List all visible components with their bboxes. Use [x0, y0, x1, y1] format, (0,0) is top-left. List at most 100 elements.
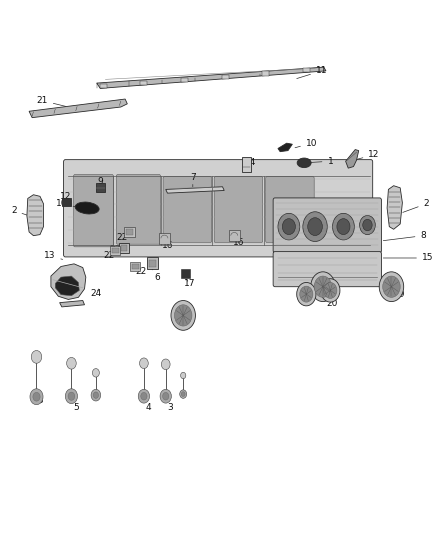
- Bar: [262, 71, 269, 76]
- Bar: [121, 245, 127, 251]
- Text: 2: 2: [11, 206, 35, 218]
- Text: 5: 5: [71, 395, 79, 412]
- Ellipse shape: [297, 158, 311, 167]
- Text: 9: 9: [97, 177, 103, 189]
- Circle shape: [141, 392, 147, 400]
- Circle shape: [308, 217, 322, 236]
- Text: 10: 10: [56, 199, 79, 208]
- Bar: [132, 264, 139, 269]
- Circle shape: [332, 213, 354, 240]
- Circle shape: [180, 372, 186, 378]
- Polygon shape: [97, 67, 326, 88]
- FancyBboxPatch shape: [273, 198, 381, 253]
- Circle shape: [33, 392, 40, 401]
- Text: 14: 14: [245, 158, 256, 167]
- Text: 24: 24: [90, 288, 102, 297]
- Circle shape: [92, 368, 99, 377]
- Circle shape: [65, 389, 78, 403]
- Circle shape: [324, 282, 337, 298]
- Bar: [147, 257, 158, 269]
- Bar: [126, 229, 133, 235]
- Bar: [180, 269, 190, 278]
- Text: 23: 23: [110, 245, 124, 254]
- Text: 17: 17: [184, 279, 195, 288]
- Text: 6: 6: [151, 268, 160, 281]
- Bar: [124, 227, 135, 237]
- Bar: [141, 81, 148, 85]
- Polygon shape: [27, 195, 43, 236]
- Ellipse shape: [75, 202, 99, 214]
- Text: 11: 11: [297, 67, 327, 78]
- Polygon shape: [60, 301, 85, 307]
- Polygon shape: [51, 264, 86, 300]
- Text: 15: 15: [383, 254, 434, 262]
- Text: 12: 12: [60, 192, 71, 204]
- Circle shape: [321, 279, 340, 302]
- Bar: [222, 75, 229, 79]
- FancyBboxPatch shape: [273, 252, 381, 287]
- Circle shape: [303, 212, 327, 241]
- Bar: [112, 248, 119, 253]
- Text: 2: 2: [403, 199, 429, 212]
- Circle shape: [138, 389, 150, 403]
- Circle shape: [174, 305, 192, 326]
- Circle shape: [171, 301, 195, 330]
- FancyBboxPatch shape: [64, 160, 373, 257]
- FancyBboxPatch shape: [74, 174, 113, 247]
- Bar: [96, 182, 106, 192]
- Bar: [181, 78, 188, 82]
- Circle shape: [297, 282, 316, 306]
- Text: 4: 4: [144, 395, 151, 412]
- Circle shape: [161, 359, 170, 369]
- Polygon shape: [346, 150, 359, 168]
- Circle shape: [91, 389, 101, 401]
- Text: 7: 7: [190, 173, 196, 187]
- Circle shape: [30, 389, 43, 405]
- Bar: [100, 84, 107, 88]
- Circle shape: [160, 389, 171, 403]
- Text: 22: 22: [117, 233, 128, 242]
- Text: 13: 13: [44, 252, 63, 260]
- Text: 3: 3: [166, 397, 173, 412]
- Text: 22: 22: [136, 268, 147, 276]
- Circle shape: [181, 392, 185, 397]
- Bar: [62, 198, 71, 206]
- FancyBboxPatch shape: [117, 174, 160, 244]
- FancyBboxPatch shape: [163, 176, 212, 243]
- Text: 22: 22: [103, 252, 115, 260]
- Circle shape: [278, 213, 300, 240]
- Circle shape: [140, 358, 148, 368]
- Text: 18: 18: [33, 390, 45, 405]
- Text: 16: 16: [233, 238, 244, 247]
- Circle shape: [337, 219, 350, 235]
- Text: 19: 19: [183, 314, 195, 327]
- Circle shape: [300, 286, 313, 302]
- Polygon shape: [55, 276, 79, 296]
- Bar: [130, 262, 141, 271]
- Circle shape: [379, 272, 404, 302]
- Circle shape: [68, 392, 75, 400]
- Bar: [149, 260, 156, 267]
- Bar: [242, 157, 251, 172]
- Circle shape: [93, 392, 99, 398]
- Circle shape: [314, 276, 332, 297]
- Circle shape: [180, 390, 187, 398]
- Polygon shape: [278, 143, 292, 152]
- Polygon shape: [387, 185, 403, 229]
- Polygon shape: [229, 230, 240, 241]
- Polygon shape: [159, 233, 170, 244]
- Circle shape: [383, 276, 400, 297]
- Circle shape: [363, 219, 372, 231]
- Text: 16: 16: [162, 241, 173, 250]
- FancyBboxPatch shape: [266, 176, 314, 243]
- Text: 21: 21: [36, 96, 66, 107]
- Polygon shape: [166, 187, 224, 193]
- Circle shape: [311, 272, 335, 302]
- Text: 20: 20: [327, 294, 338, 308]
- Circle shape: [360, 215, 375, 235]
- Bar: [110, 246, 120, 255]
- Text: 8: 8: [383, 231, 426, 240]
- Bar: [120, 243, 129, 253]
- Circle shape: [162, 392, 169, 400]
- Circle shape: [67, 358, 76, 369]
